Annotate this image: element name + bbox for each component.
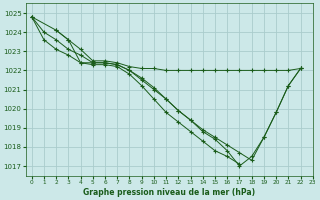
- X-axis label: Graphe pression niveau de la mer (hPa): Graphe pression niveau de la mer (hPa): [83, 188, 255, 197]
